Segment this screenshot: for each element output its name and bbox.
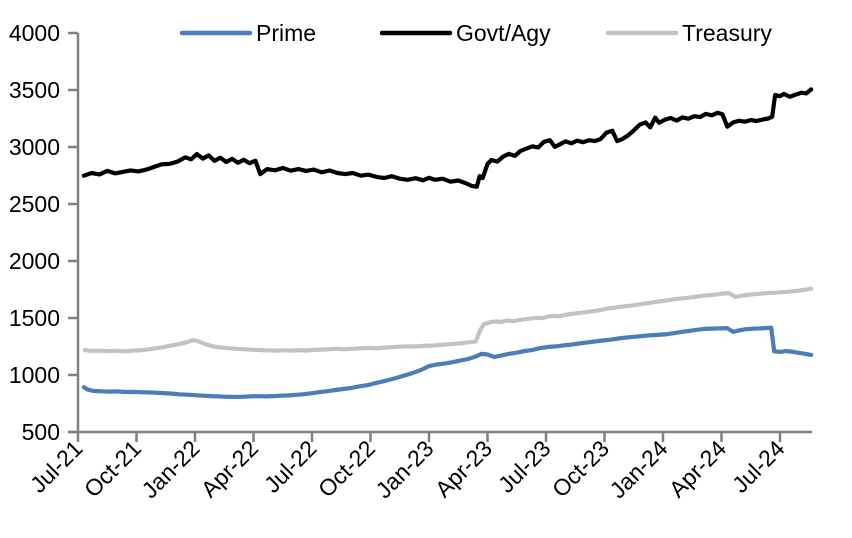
y-tick-label: 1000 xyxy=(9,362,60,388)
series-line-govt_agy xyxy=(81,87,814,189)
y-tick-label: 3000 xyxy=(9,134,60,160)
x-tick-label: Apr-23 xyxy=(430,435,497,502)
x-tick-label: Jan-23 xyxy=(370,435,438,503)
legend-label-govt_agy: Govt/Agy xyxy=(456,20,551,46)
x-tick-label: Jan-22 xyxy=(136,435,204,503)
x-tick-label: Oct-22 xyxy=(313,435,380,502)
x-tick-label: Jul-22 xyxy=(259,435,322,498)
x-tick-label: Jul-24 xyxy=(727,435,790,498)
chart-legend: Prime Govt/Agy Treasury xyxy=(179,20,772,46)
series-line-prime xyxy=(81,325,814,399)
y-tick-label: 2000 xyxy=(9,248,60,274)
x-axis: Jul-21Oct-21Jan-22Apr-22Jul-22Oct-22Jan-… xyxy=(25,430,813,503)
x-tick-label: Oct-23 xyxy=(547,435,614,502)
x-tick-label: Jul-23 xyxy=(493,435,556,498)
x-tick-label: Jan-24 xyxy=(604,435,672,503)
x-tick-label: Apr-22 xyxy=(196,435,263,502)
x-tick-label: Apr-24 xyxy=(664,435,731,502)
y-tick-label: 3500 xyxy=(9,77,60,103)
series-lines xyxy=(81,87,814,399)
legend-label-treasury: Treasury xyxy=(682,20,772,46)
legend-label-prime: Prime xyxy=(256,20,316,46)
series-line-treasury xyxy=(82,286,814,354)
y-axis: 4000 3500 3000 2500 2000 1500 1000 500 xyxy=(9,20,80,445)
y-tick-label: 2500 xyxy=(9,191,60,217)
x-tick-label: Oct-21 xyxy=(79,435,146,502)
y-tick-label: 500 xyxy=(22,419,60,445)
y-tick-label: 4000 xyxy=(9,20,60,46)
y-tick-label: 1500 xyxy=(9,305,60,331)
